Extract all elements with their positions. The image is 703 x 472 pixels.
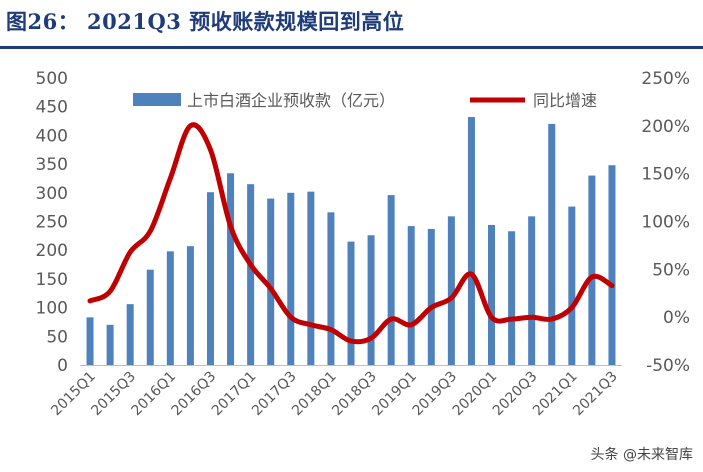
figure-title: 图26： 2021Q3 预收账款规模回到高位 [6, 9, 405, 34]
left-tick-label: 350 [36, 155, 68, 175]
bar-2018Q3 [367, 235, 375, 365]
bar-2019Q2 [427, 228, 435, 365]
bar-2021Q1 [568, 206, 576, 365]
right-tick-label: 250% [641, 69, 690, 89]
right-tick-label: -50% [646, 356, 690, 376]
legend: 上市白酒企业预收款（亿元） 同比增速 [133, 91, 597, 110]
growth-rate-line [87, 122, 615, 345]
left-tick-label: 450 [36, 98, 68, 118]
left-tick-label: 200 [36, 241, 68, 261]
right-tick-label: 0% [663, 308, 690, 328]
bar-2016Q1 [166, 251, 174, 365]
bar-2018Q2 [347, 241, 355, 365]
bar-2020Q1 [488, 224, 496, 365]
left-tick-label: 100 [36, 299, 68, 319]
left-tick-label: 0 [57, 356, 68, 376]
bar-2015Q3 [126, 304, 134, 365]
bar-2021Q3 [608, 165, 616, 365]
legend-line-label: 同比增速 [533, 91, 597, 110]
bar-2019Q4 [467, 117, 475, 365]
bar-2017Q1 [247, 184, 255, 365]
left-tick-label: 500 [36, 69, 68, 89]
left-tick-label: 150 [36, 270, 68, 290]
right-tick-label: 200% [641, 117, 690, 137]
bar-2016Q4 [227, 173, 235, 365]
line-series [87, 122, 615, 345]
title-rule [0, 46, 703, 49]
right-tick-label: 50% [652, 260, 690, 280]
right-tick-label: 150% [641, 165, 690, 185]
right-tick-label: 100% [641, 213, 690, 233]
bar-2020Q2 [508, 231, 516, 365]
bar-2018Q4 [387, 195, 395, 365]
legend-bar-swatch [133, 93, 181, 106]
bar-2015Q1 [86, 317, 94, 365]
watermark: 头条 @未来智库 [590, 447, 693, 463]
right-axis-ticks: -50% 0% 50% 100% 150% 200% 250% [641, 69, 690, 376]
left-tick-label: 250 [36, 213, 68, 233]
bar-series [86, 117, 616, 365]
bar-2021Q2 [588, 175, 596, 365]
left-tick-label: 300 [36, 184, 68, 204]
legend-bar-label: 上市白酒企业预收款（亿元） [187, 91, 395, 110]
bar-2017Q4 [307, 191, 315, 365]
left-axis-ticks: 0 50 100 150 200 250 300 350 400 450 500 [36, 69, 68, 376]
bar-2019Q1 [407, 226, 415, 365]
bar-2017Q3 [287, 192, 295, 365]
x-tick-label: 2021Q3 [570, 369, 621, 420]
bar-2018Q1 [327, 212, 335, 365]
left-tick-label: 400 [36, 126, 68, 146]
bar-2020Q3 [528, 216, 536, 365]
bar-2015Q4 [146, 269, 154, 365]
bar-2015Q2 [106, 324, 114, 365]
bar-2017Q2 [267, 198, 275, 365]
bar-2016Q2 [186, 246, 194, 365]
left-tick-label: 50 [46, 327, 68, 347]
bar-2019Q3 [447, 216, 455, 365]
bar-2020Q4 [548, 123, 556, 365]
x-axis-ticks: 2015Q12015Q32016Q12016Q32017Q12017Q32018… [48, 369, 621, 420]
bar-2016Q3 [206, 192, 214, 365]
